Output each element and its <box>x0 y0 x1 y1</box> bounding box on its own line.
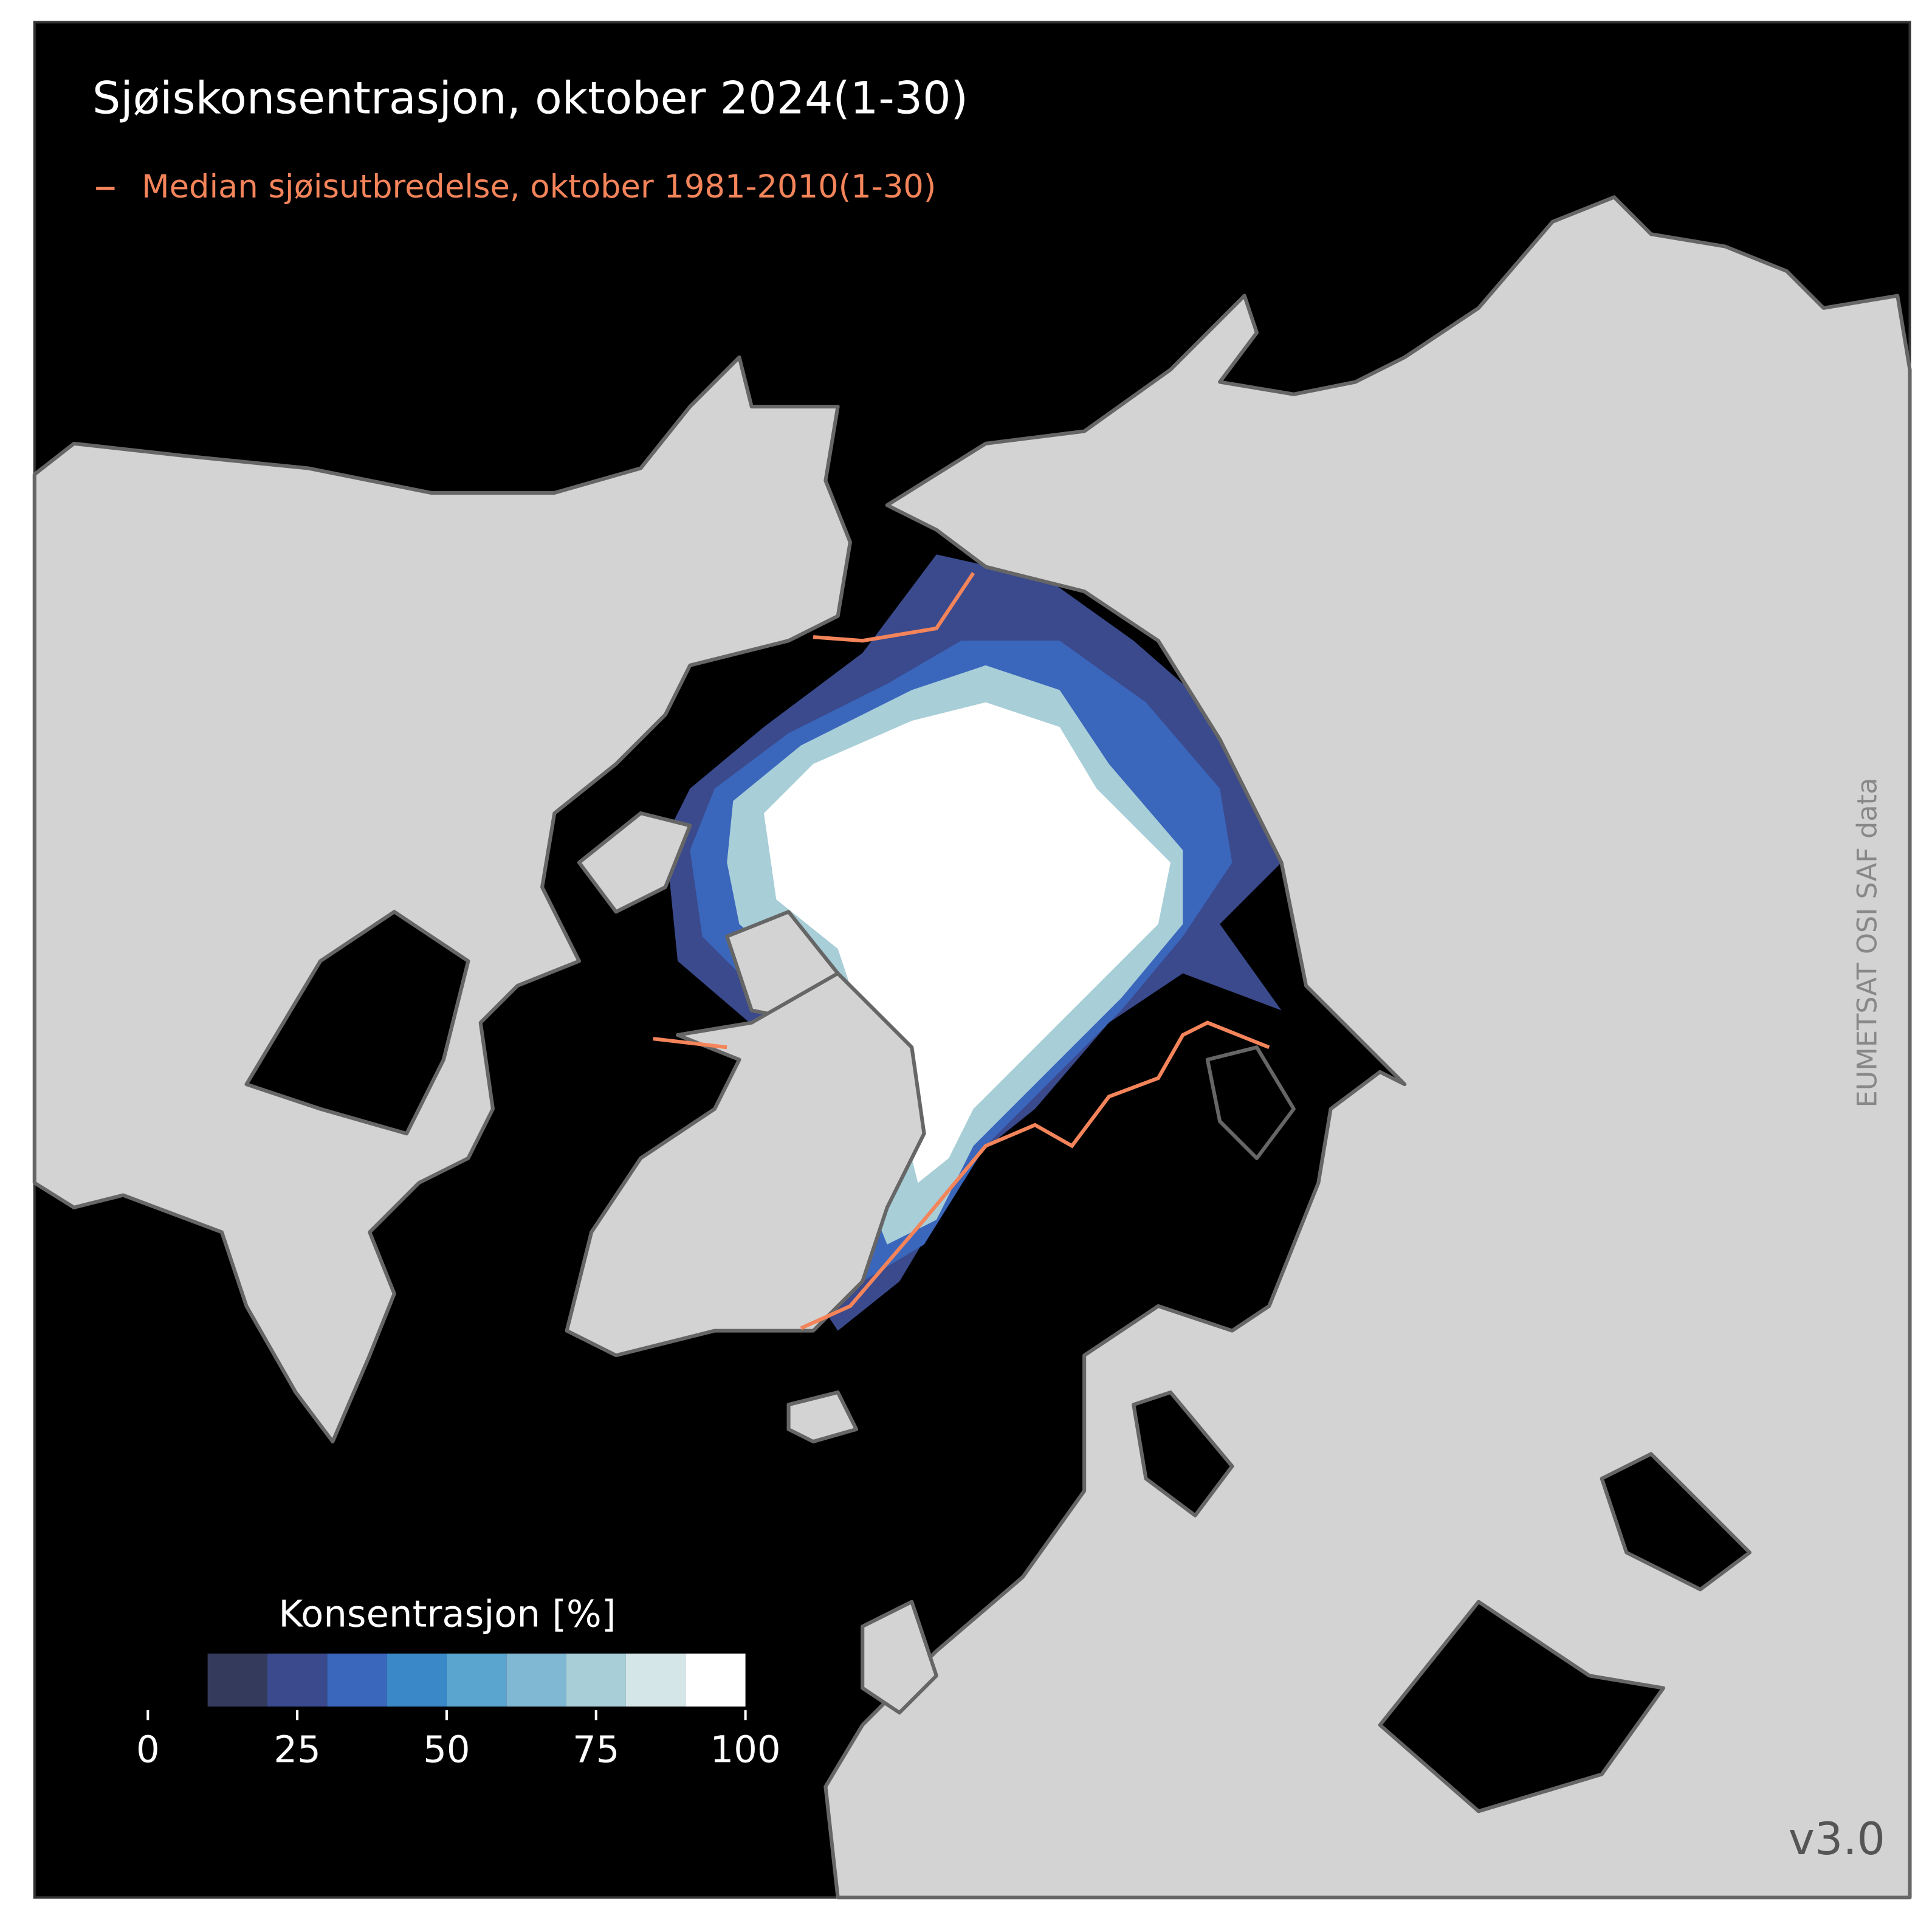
hudson-bay <box>244 910 470 1136</box>
colorbar-bin <box>207 1653 267 1707</box>
colorbar-tick-label: 75 <box>572 1729 619 1772</box>
greenland <box>565 971 926 1358</box>
north-america <box>32 355 852 1444</box>
map-title: Sjøiskonsentrasjon, oktober 2024(1-30) <box>92 72 968 124</box>
credit: EUMETSAT OSI SAF data <box>1852 778 1883 1108</box>
colorbar-bin <box>267 1653 328 1707</box>
colorbar: 0 25 50 75 100 <box>136 1653 781 1772</box>
ice-full <box>764 702 1171 1183</box>
median-ice-edge <box>653 572 1270 1330</box>
colorbar-tick-label: 50 <box>423 1729 470 1772</box>
land <box>32 195 1912 1900</box>
version: v3.0 <box>1789 1813 1885 1865</box>
colorbar-bin <box>446 1653 507 1707</box>
colorbar-bin <box>625 1653 686 1707</box>
inland-seas <box>1132 1045 1752 1813</box>
colorbar-bin <box>387 1653 447 1707</box>
colorbar-bin <box>566 1653 626 1707</box>
colorbar-bin <box>506 1653 566 1707</box>
colorbar-tick-label: 25 <box>273 1729 320 1772</box>
colorbar-tick-label: 100 <box>710 1729 781 1772</box>
iceland <box>786 1390 859 1444</box>
colorbar-label: Konsentrasjon [%] <box>278 1593 616 1636</box>
colorbar-tick-label: 0 <box>136 1729 160 1772</box>
legend-label: Median sjøisutbredelse, oktober 1981-201… <box>142 168 936 205</box>
british-isles <box>861 1600 938 1715</box>
colorbar-bin <box>327 1653 387 1707</box>
colorbar-bin <box>686 1653 746 1707</box>
